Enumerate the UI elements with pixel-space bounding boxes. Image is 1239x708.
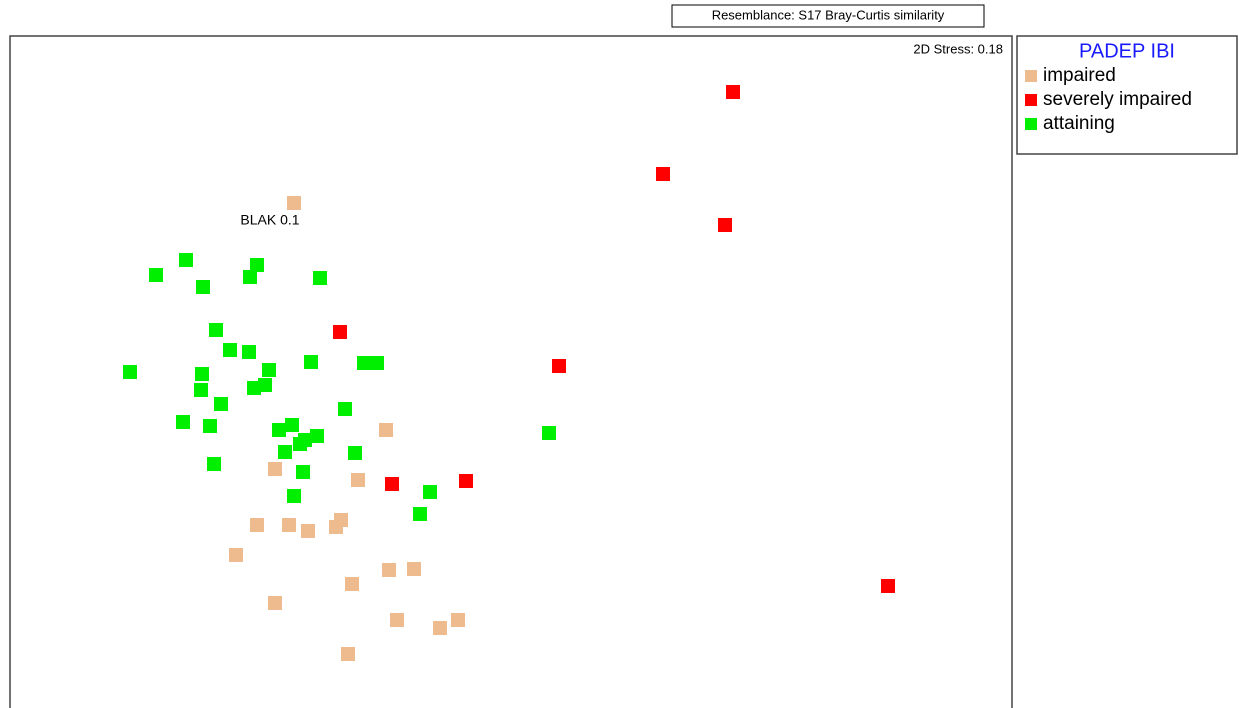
point (242, 345, 256, 359)
point (390, 613, 404, 627)
point (385, 477, 399, 491)
point (262, 363, 276, 377)
point (285, 418, 299, 432)
point (310, 429, 324, 443)
point (351, 473, 365, 487)
legend-label: severely impaired (1043, 89, 1192, 110)
point (357, 356, 371, 370)
point (334, 513, 348, 527)
legend-label: impaired (1043, 65, 1116, 86)
point (338, 402, 352, 416)
point (304, 355, 318, 369)
point (333, 325, 347, 339)
legend-label: attaining (1043, 113, 1115, 134)
point (203, 419, 217, 433)
point (379, 423, 393, 437)
legend-swatch (1025, 70, 1037, 82)
point (313, 271, 327, 285)
point (433, 621, 447, 635)
point (258, 378, 272, 392)
point (382, 563, 396, 577)
point (268, 462, 282, 476)
point (229, 548, 243, 562)
point (278, 445, 292, 459)
point (207, 457, 221, 471)
point (726, 85, 740, 99)
point (345, 577, 359, 591)
point (552, 359, 566, 373)
point (214, 397, 228, 411)
point (296, 465, 310, 479)
legend-swatch (1025, 94, 1037, 106)
point (423, 485, 437, 499)
point (176, 415, 190, 429)
point (718, 218, 732, 232)
point (195, 367, 209, 381)
point (149, 268, 163, 282)
point (413, 507, 427, 521)
point (293, 437, 307, 451)
point (282, 518, 296, 532)
point (451, 613, 465, 627)
point (194, 383, 208, 397)
subtitle: Resemblance: S17 Bray-Curtis similarity (712, 7, 945, 22)
point (272, 423, 286, 437)
point (301, 524, 315, 538)
point (407, 562, 421, 576)
legend-swatch (1025, 118, 1037, 130)
point (459, 474, 473, 488)
subtitle-box (671, 4, 985, 28)
point (250, 258, 264, 272)
point (370, 356, 384, 370)
point (196, 280, 210, 294)
stress-label: 2D Stress: 0.18 (913, 41, 1003, 56)
point-annotation: BLAK 0.1 (240, 212, 299, 228)
plot-frame (9, 35, 1013, 708)
legend-box (1016, 35, 1238, 155)
point (250, 518, 264, 532)
point (243, 270, 257, 284)
point (179, 253, 193, 267)
point (287, 489, 301, 503)
point (209, 323, 223, 337)
point (656, 167, 670, 181)
point (268, 596, 282, 610)
point (341, 647, 355, 661)
point (123, 365, 137, 379)
point (542, 426, 556, 440)
point (348, 446, 362, 460)
legend-title: PADEP IBI (1079, 40, 1175, 62)
point (881, 579, 895, 593)
point (223, 343, 237, 357)
point (247, 381, 261, 395)
point (287, 196, 301, 210)
